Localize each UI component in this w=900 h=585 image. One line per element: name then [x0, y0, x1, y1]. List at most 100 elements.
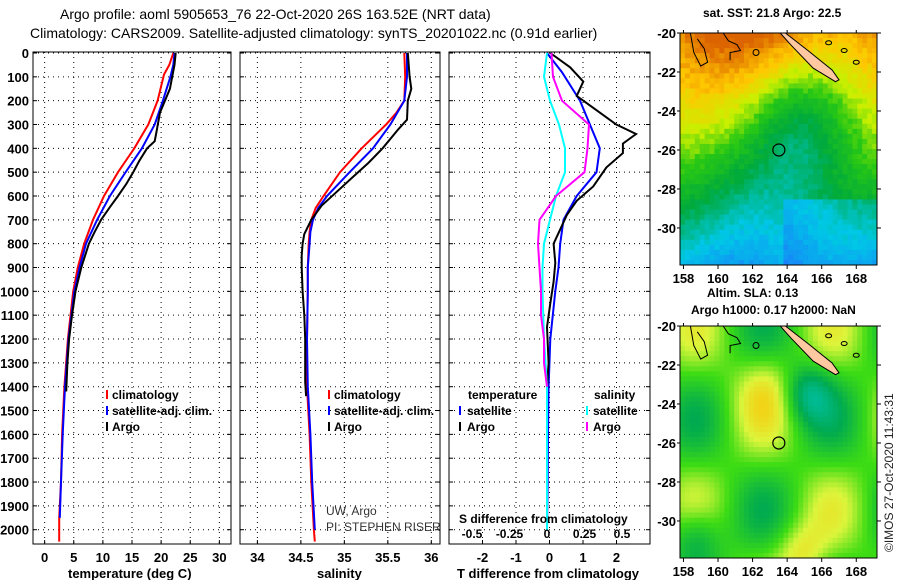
heatmap-cell	[694, 416, 701, 423]
heatmap-cell	[837, 184, 844, 190]
loyalty-island-outline	[825, 333, 833, 339]
heatmap-cell	[778, 482, 784, 488]
heatmap-cell	[862, 133, 868, 140]
heatmap-cell	[768, 442, 775, 448]
heatmap-cell	[694, 254, 701, 261]
heatmap-cell	[837, 522, 844, 529]
heatmap-cell	[847, 244, 853, 251]
heatmap-cell	[857, 386, 863, 393]
heatmap-cell	[724, 447, 730, 453]
heatmap-cell	[729, 83, 735, 89]
heatmap-cell	[798, 128, 804, 135]
heatmap-cell	[803, 547, 809, 554]
heatmap-cell	[763, 93, 770, 100]
heatmap-cell	[867, 68, 873, 74]
heatmap-cell	[798, 517, 804, 524]
heatmap-cell	[798, 467, 804, 473]
heatmap-cell	[837, 537, 844, 544]
heatmap-cell	[729, 492, 735, 498]
heatmap-cell	[699, 239, 706, 246]
heatmap-cell	[822, 457, 829, 463]
heatmap-cell	[803, 254, 809, 261]
heatmap-cell	[783, 336, 789, 342]
altimetry-sla-label: Altim. SLA: 0.13	[707, 286, 799, 300]
heatmap-cell	[862, 244, 868, 251]
heatmap-cell	[734, 68, 740, 74]
sla-map-title: Argo h1000: 0.17 h2000: NaN	[691, 303, 856, 317]
heatmap-cell	[857, 396, 863, 403]
heatmap-cell	[842, 532, 848, 539]
heatmap-cell	[793, 452, 799, 458]
heatmap-cell	[832, 457, 839, 463]
heatmap-cell	[812, 462, 819, 468]
heatmap-cell	[803, 477, 809, 483]
heatmap-cell	[798, 416, 804, 423]
heatmap-cell	[763, 123, 770, 130]
heatmap-cell	[694, 123, 701, 130]
heatmap-cell	[778, 386, 784, 393]
heatmap-cell	[724, 254, 730, 261]
heatmap-cell	[788, 143, 794, 150]
heatmap-cell	[680, 361, 686, 367]
heatmap-cell	[808, 421, 814, 428]
heatmap-cell	[763, 492, 770, 498]
legend-label-climatology: climatology	[112, 388, 179, 402]
heatmap-cell	[768, 204, 775, 211]
heatmap-cell	[734, 179, 740, 185]
heatmap-cell	[704, 391, 711, 398]
heatmap-cell	[714, 38, 720, 44]
heatmap-cell	[852, 254, 858, 261]
heatmap-cell	[714, 467, 720, 473]
heatmap-cell	[768, 199, 775, 205]
heatmap-cell	[812, 341, 819, 347]
heatmap-cell	[872, 376, 878, 382]
heatmap-cell	[719, 366, 725, 372]
heatmap-cell	[847, 48, 853, 54]
heatmap-cell	[783, 547, 789, 554]
heatmap-cell	[724, 532, 730, 539]
heatmap-cell	[773, 487, 779, 493]
heatmap-cell	[753, 149, 760, 155]
heatmap-cell	[862, 436, 868, 443]
heatmap-cell	[783, 537, 789, 544]
heatmap-cell	[778, 194, 784, 200]
heatmap-cell	[808, 209, 814, 216]
heatmap-cell	[852, 43, 858, 49]
heatmap-cell	[857, 477, 863, 483]
heatmap-cell	[694, 214, 701, 221]
heatmap-cell	[793, 326, 799, 332]
heatmap-cell	[734, 78, 740, 84]
heatmap-cell	[714, 128, 720, 135]
heatmap-cell	[812, 386, 819, 393]
heatmap-cell	[684, 174, 691, 180]
heatmap-cell	[827, 502, 834, 509]
heatmap-cell	[812, 326, 819, 332]
heatmap-cell	[758, 149, 765, 155]
heatmap-cell	[872, 391, 878, 398]
heatmap-cell	[842, 552, 848, 559]
heatmap-cell	[793, 547, 799, 554]
heatmap-cell	[699, 537, 706, 544]
heatmap-cell	[832, 179, 839, 185]
heatmap-cell	[753, 351, 760, 357]
heatmap-cell	[862, 341, 868, 347]
depth-tick-label: 1400	[0, 380, 29, 395]
heatmap-cell	[689, 522, 696, 529]
heatmap-cell	[734, 487, 740, 493]
heatmap-cell	[763, 108, 770, 115]
heatmap-cell	[808, 78, 814, 84]
heatmap-cell	[857, 447, 863, 453]
heatmap-cell	[758, 532, 765, 539]
heatmap-cell	[709, 361, 715, 367]
heatmap-cell	[862, 497, 868, 504]
heatmap-cell	[719, 103, 725, 110]
heatmap-cell	[862, 103, 868, 110]
heatmap-cell	[699, 88, 706, 95]
heatmap-cell	[719, 331, 725, 337]
heatmap-cell	[694, 502, 701, 509]
argo-location-marker	[772, 436, 786, 450]
heatmap-cell	[857, 487, 863, 493]
heatmap-cell	[704, 184, 711, 190]
heatmap-cell	[842, 406, 848, 413]
heatmap-cell	[689, 259, 696, 266]
